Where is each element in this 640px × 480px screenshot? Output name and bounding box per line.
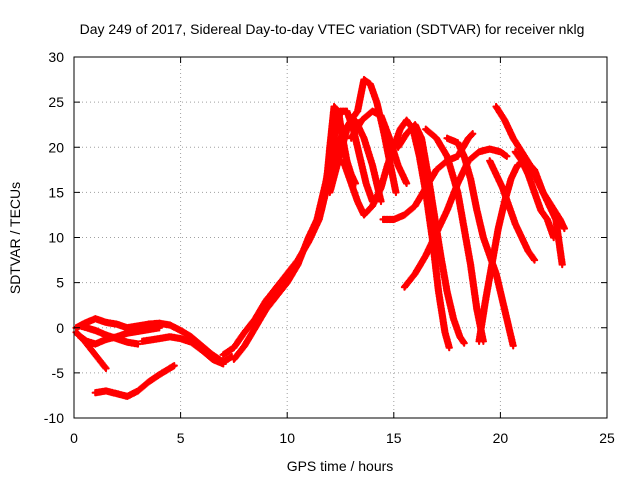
series-arc-19 — [492, 102, 566, 269]
ticks: 0 5 10 15 20 25 -10 -5 0 5 10 15 20 25 30 — [44, 49, 615, 446]
series-arc-5 — [138, 333, 227, 368]
series-arc-15 — [400, 145, 511, 291]
series-arc-17 — [443, 134, 517, 350]
x-tick-label: 0 — [70, 430, 78, 446]
y-tick-label: 15 — [48, 184, 64, 200]
series-arc-4 — [76, 322, 142, 348]
y-tick-label: 20 — [48, 139, 64, 155]
x-tick-label: 15 — [386, 430, 402, 446]
x-tick-label: 10 — [279, 430, 295, 446]
series-arc-20 — [486, 157, 539, 264]
y-tick-label: -10 — [44, 410, 64, 426]
y-tick-label: 10 — [48, 230, 64, 246]
x-tick-label: 5 — [177, 430, 185, 446]
y-axis-label: SDTVAR / TECUs — [7, 182, 23, 294]
x-tick-label: 25 — [599, 430, 615, 446]
y-tick-label: 5 — [56, 275, 64, 291]
series-arc-21 — [511, 148, 558, 242]
series-arc-6 — [91, 361, 178, 400]
series-arc-12 — [347, 107, 411, 188]
series-layer — [72, 75, 569, 400]
y-tick-label: -5 — [52, 365, 65, 381]
chart-title: Day 249 of 2017, Sidereal Day-to-day VTE… — [80, 21, 585, 37]
x-tick-label: 20 — [493, 430, 509, 446]
series-arc-16 — [422, 125, 488, 345]
y-tick-label: 30 — [48, 49, 64, 65]
x-axis-label: GPS time / hours — [287, 458, 394, 474]
y-tick-label: 25 — [48, 94, 64, 110]
y-tick-label: 0 — [56, 320, 64, 336]
